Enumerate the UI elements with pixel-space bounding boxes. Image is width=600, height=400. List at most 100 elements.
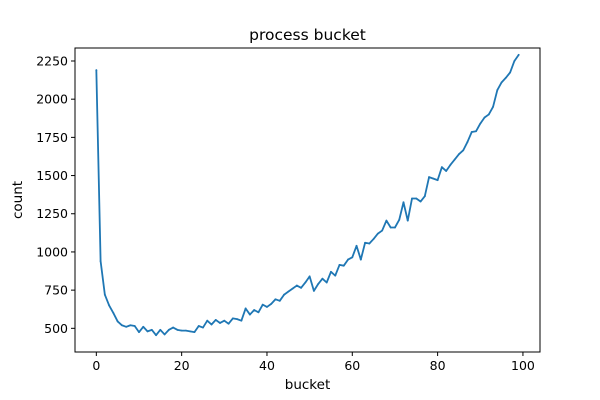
data-point [214,319,217,321]
data-point [359,258,362,261]
data-point [355,244,358,247]
y-axis-ticks: 500 750 1000 1250 1500 1750 2000 2250 [36,53,75,336]
x-tick-label: 100 [511,358,535,373]
data-point [479,122,482,125]
data-point [398,218,401,221]
y-tick-label: 1500 [36,168,68,183]
data-point [176,328,179,331]
data-point [163,333,166,336]
y-tick-label: 2250 [36,53,68,68]
data-point [466,141,469,143]
y-tick-label: 750 [44,283,68,298]
y-tick-label: 1000 [36,244,68,259]
data-point [185,329,187,332]
data-point [308,275,311,278]
data-point [487,113,490,116]
data-point [317,283,320,285]
x-axis-ticks: 0 20 40 60 80 100 [92,352,535,373]
data-point [517,53,520,56]
data-point [504,76,507,79]
data-point [95,69,98,72]
data-point [475,130,477,133]
data-point [394,226,396,229]
data-point [253,309,256,311]
data-point [193,331,196,334]
data-point [210,323,213,326]
data-point [496,89,499,91]
data-point [155,334,157,337]
data-point [142,325,145,328]
data-point [411,197,413,200]
data-point [103,293,106,296]
data-point [376,232,379,235]
data-point [189,330,192,333]
data-point [368,242,371,245]
data-point [112,312,115,314]
data-point [445,170,448,172]
data-point [295,284,298,287]
data-point [423,195,426,198]
data-point [492,105,494,108]
x-tick-label: 60 [344,358,360,373]
data-point [453,158,456,161]
data-point [287,290,290,293]
data-point [180,329,183,332]
data-point [419,200,422,203]
data-point [261,303,264,306]
data-point [389,226,392,229]
data-point [432,177,435,180]
data-point [462,149,465,152]
data-point [300,286,302,289]
data-point [270,302,273,305]
data-point [338,264,341,266]
data-point [325,281,328,284]
data-point [138,331,140,334]
y-tick-label: 500 [44,321,68,336]
data-point [159,328,162,331]
data-point [236,318,239,321]
x-tick-label: 40 [259,358,275,373]
data-point [219,322,221,324]
y-tick-label: 1750 [36,130,68,145]
x-tick-label: 80 [430,358,446,373]
x-tick-label: 0 [92,358,100,373]
data-point [483,116,486,119]
data-point [223,319,226,322]
data-point [278,299,281,302]
data-point [334,274,337,277]
data-point [257,311,260,314]
data-point [440,166,443,169]
data-point [347,258,349,261]
data-point [129,324,132,327]
data-point [206,319,209,322]
data-point [283,293,285,296]
plot-area-frame [74,47,541,353]
data-point [449,163,452,166]
data-point [150,328,153,331]
data-point [125,325,128,328]
data-point [146,330,149,333]
data-point [436,179,439,182]
data-point [227,322,230,325]
data-point [406,219,409,222]
data-point [240,319,243,322]
data-point [428,176,430,178]
chart-title: process bucket [249,26,366,44]
data-point [244,307,247,310]
data-point [108,304,111,307]
data-point [372,238,375,240]
data-point [458,153,460,156]
data-point [321,277,324,280]
y-tick-label: 1250 [36,206,68,221]
data-point [364,241,366,244]
data-point [197,325,200,327]
data-point [385,219,388,222]
y-axis-label: count [10,181,26,219]
data-point [342,264,345,267]
data-point [470,131,473,133]
data-point [513,60,516,62]
data-point [291,287,294,290]
